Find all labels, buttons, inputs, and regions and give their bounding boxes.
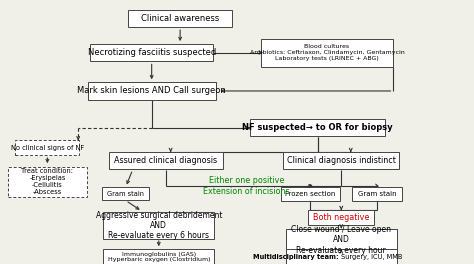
- Text: Gram stain: Gram stain: [107, 191, 144, 197]
- FancyBboxPatch shape: [128, 10, 232, 27]
- Text: Assured clinical diagnosis: Assured clinical diagnosis: [114, 156, 218, 165]
- FancyBboxPatch shape: [103, 249, 214, 264]
- Text: Gram stain: Gram stain: [357, 191, 396, 197]
- FancyBboxPatch shape: [109, 152, 223, 169]
- FancyBboxPatch shape: [90, 44, 213, 61]
- Text: Aggressive surgical debridement
AND
Re-evaluate every 6 hours: Aggressive surgical debridement AND Re-e…: [96, 211, 222, 240]
- Text: Blood cultures
Antibiotics: Ceftriaxon, Clindamycin, Gentamycin
Laboratory tests: Blood cultures Antibiotics: Ceftriaxon, …: [250, 44, 404, 61]
- FancyBboxPatch shape: [261, 39, 393, 67]
- Text: Both negative: Both negative: [313, 213, 369, 222]
- FancyBboxPatch shape: [285, 249, 397, 264]
- Text: Mark skin lesions AND Call surgeon: Mark skin lesions AND Call surgeon: [77, 87, 226, 96]
- FancyBboxPatch shape: [103, 212, 214, 239]
- FancyBboxPatch shape: [16, 140, 80, 155]
- Text: Multidisciplinary team:: Multidisciplinary team:: [253, 254, 339, 260]
- Text: Frozen section: Frozen section: [285, 191, 336, 197]
- Text: Necrotizing fasciitis suspected: Necrotizing fasciitis suspected: [88, 48, 216, 57]
- FancyBboxPatch shape: [281, 187, 340, 201]
- Text: Clinical diagnosis indistinct: Clinical diagnosis indistinct: [287, 156, 396, 165]
- Text: Clinical awareness: Clinical awareness: [141, 14, 219, 23]
- FancyBboxPatch shape: [9, 167, 86, 197]
- FancyBboxPatch shape: [250, 119, 385, 136]
- Text: Immunoglobulins (GAS)
Hyperbaric oxygen (Clostridium): Immunoglobulins (GAS) Hyperbaric oxygen …: [108, 252, 210, 262]
- FancyBboxPatch shape: [102, 187, 149, 200]
- FancyBboxPatch shape: [352, 187, 402, 201]
- FancyBboxPatch shape: [308, 210, 374, 225]
- Text: Surgery, ICU, MMB: Surgery, ICU, MMB: [339, 254, 402, 260]
- Text: NF suspected→ to OR for biopsy: NF suspected→ to OR for biopsy: [242, 123, 393, 132]
- Text: Treat condition:
-Erysipelas
-Cellulitis
-Abscess: Treat condition: -Erysipelas -Cellulitis…: [21, 168, 73, 195]
- FancyBboxPatch shape: [283, 152, 399, 169]
- Text: Either one positive
Extension of incisions: Either one positive Extension of incisio…: [203, 176, 290, 196]
- Text: No clinical signs of NF: No clinical signs of NF: [11, 145, 84, 151]
- FancyBboxPatch shape: [285, 229, 397, 251]
- FancyBboxPatch shape: [88, 82, 216, 100]
- Text: Close wound / Leave open
AND
Re-evaluate every hour: Close wound / Leave open AND Re-evaluate…: [292, 225, 391, 255]
